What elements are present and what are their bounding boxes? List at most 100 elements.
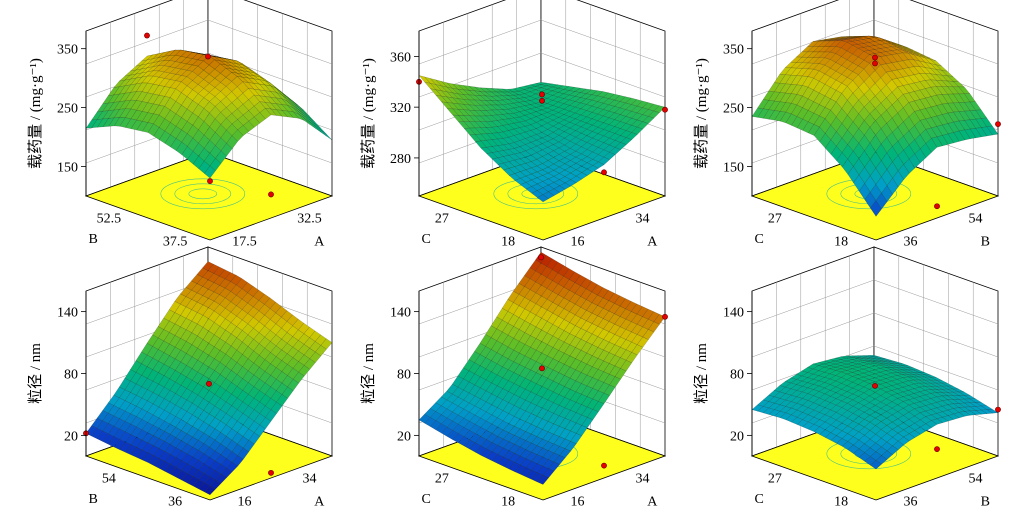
floor-contour-line	[160, 178, 246, 210]
design-point	[205, 53, 211, 60]
z-tick-label: 250	[57, 102, 78, 117]
y-tick-label: 18	[834, 235, 848, 250]
z-tick-label: 150	[723, 161, 744, 176]
y-tick-label: 18	[501, 235, 515, 250]
x-tick-label: 16	[570, 495, 584, 510]
y-axis-label: C	[755, 232, 764, 247]
wall-grid-line	[85, 19, 209, 65]
design-point	[934, 203, 940, 210]
x-tick-label: 34	[636, 471, 650, 486]
design-point	[268, 469, 274, 476]
x-axis-label: B	[981, 234, 990, 249]
z-tick-label: 20	[397, 429, 411, 444]
z-tick-label: 280	[390, 152, 411, 167]
wall-grid-line	[540, 52, 666, 98]
design-point	[995, 121, 1001, 128]
surface-cell	[204, 485, 216, 495]
z-tick-label: 80	[730, 368, 744, 383]
y-axis-label: C	[422, 492, 431, 507]
x-tick-label: 34	[636, 211, 650, 226]
x-tick-label: 16	[237, 495, 251, 510]
y-tick-label: 27	[768, 211, 782, 226]
response-surface	[85, 49, 333, 179]
z-tick-label: 80	[397, 368, 411, 383]
x-axis-label: A	[647, 494, 658, 509]
design-point	[662, 313, 668, 320]
z-tick-label: 140	[723, 306, 744, 321]
design-point	[601, 169, 607, 176]
z-axis-label: 载药量 / (mg·g⁻¹)	[693, 58, 710, 169]
x-axis-label: A	[647, 234, 658, 249]
y-axis-label: B	[89, 492, 98, 507]
z-tick-label: 350	[57, 43, 78, 58]
z-tick-label: 20	[730, 429, 744, 444]
surface-panel-p3: 150 250 350 载药量 / (mg·g⁻¹) 36 54 B 18 27 C	[693, 0, 1001, 250]
z-axis-label: 粒径 / nm	[27, 343, 44, 404]
wall-grid-line	[418, 19, 542, 65]
response-surface	[85, 261, 333, 495]
surface-cell	[537, 194, 549, 203]
y-tick-label: 27	[435, 211, 449, 226]
wall-grid-line	[873, 312, 999, 358]
wall-grid-line	[751, 279, 875, 325]
z-tick-label: 140	[57, 306, 78, 321]
floor-contour-line	[188, 188, 218, 200]
x-axis-label: A	[314, 234, 325, 249]
response-surface	[418, 251, 666, 485]
design-point	[872, 60, 878, 67]
surface-cell	[204, 165, 216, 179]
wall-grid-line	[207, 19, 333, 65]
floor-contour-line	[174, 183, 232, 205]
wall-grid-line	[873, 19, 999, 65]
response-surface	[751, 35, 999, 217]
y-tick-label: 27	[435, 471, 449, 486]
design-point	[206, 380, 212, 387]
design-point	[539, 97, 545, 104]
z-axis-label: 载药量 / (mg·g⁻¹)	[360, 58, 377, 169]
surface-cell	[537, 475, 549, 485]
surface-panel-p4: 20 80 140 粒径 / nm 16 34 A 36 54 B	[27, 246, 334, 510]
design-point	[539, 91, 545, 98]
z-tick-label: 350	[723, 43, 744, 58]
design-point	[601, 462, 607, 469]
design-point	[539, 365, 545, 372]
z-tick-label: 320	[390, 101, 411, 116]
design-point	[207, 178, 213, 184]
design-point	[268, 191, 274, 198]
surface-panel-p6: 20 80 140 粒径 / nm 36 54 B 18 27 C	[693, 246, 1001, 510]
surface-panel-p5: 20 80 140 粒径 / nm 16 34 A 18 27 C	[360, 246, 668, 510]
y-tick-label: 18	[501, 495, 515, 510]
x-tick-label: 36	[903, 235, 917, 250]
z-tick-label: 360	[390, 50, 411, 65]
y-tick-label: 52.5	[97, 211, 122, 226]
y-tick-label: 36	[168, 495, 182, 510]
y-tick-label: 37.5	[163, 235, 188, 250]
wall-grid-line	[751, 312, 875, 358]
x-axis-label: A	[314, 494, 325, 509]
z-tick-label: 140	[390, 306, 411, 321]
surface-panel-p2: 280 320 360 载药量 / (mg·g⁻¹) 16 34 A 18 27 C	[360, 0, 668, 250]
x-tick-label: 54	[969, 471, 983, 486]
x-axis-label: B	[981, 494, 990, 509]
x-tick-label: 16	[570, 235, 584, 250]
wall-grid-line	[540, 19, 666, 65]
design-point	[662, 106, 668, 113]
x-tick-label: 54	[969, 211, 983, 226]
surface-cell	[870, 200, 882, 217]
design-point	[995, 406, 1001, 413]
surface-cell	[870, 460, 882, 470]
design-point	[872, 54, 878, 61]
x-tick-label: 34	[303, 471, 317, 486]
design-point	[934, 446, 940, 453]
y-tick-label: 54	[102, 471, 116, 486]
wall-grid-line	[873, 279, 999, 325]
surface-panel-p1: 150 250 350 载药量 / (mg·g⁻¹) 17.5 32.5 A 37.5 52.5…	[27, 0, 334, 250]
z-axis-label: 载药量 / (mg·g⁻¹)	[27, 58, 44, 169]
z-tick-label: 20	[64, 429, 78, 444]
y-axis-label: C	[755, 492, 764, 507]
design-point	[872, 382, 878, 389]
z-tick-label: 80	[64, 368, 78, 383]
z-axis-label: 粒径 / nm	[693, 343, 710, 404]
y-axis-label: C	[422, 232, 431, 247]
